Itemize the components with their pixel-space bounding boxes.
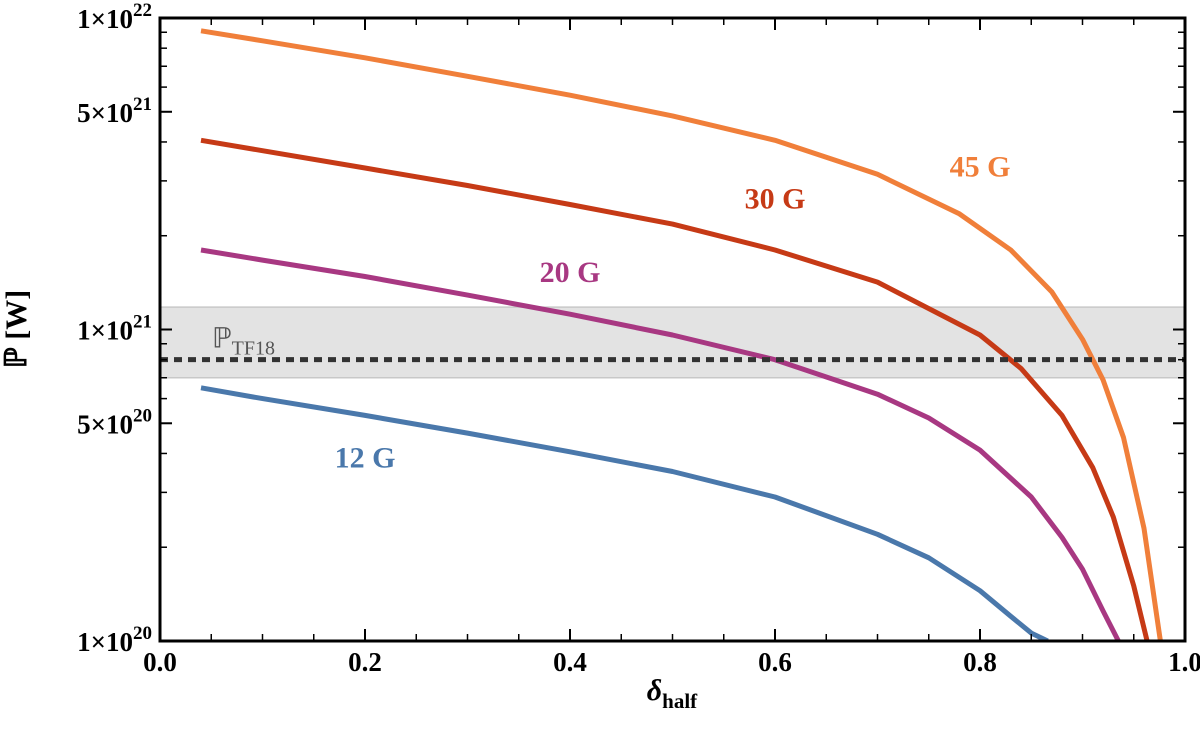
reference-band bbox=[159, 306, 1186, 379]
series-label-45g: 45 G bbox=[950, 150, 1011, 183]
x-tick-label: 1.0 bbox=[1168, 647, 1200, 677]
reference-label: ℙTF18 bbox=[212, 324, 275, 360]
series-line-45g bbox=[200, 28, 1163, 641]
y-tick-exponent: 20 bbox=[133, 405, 152, 426]
y-tick-label: 1×1022 bbox=[77, 0, 152, 34]
y-tick-label: 5×1020 bbox=[77, 405, 152, 439]
series-label-12g: 12 G bbox=[335, 442, 396, 475]
reference-line-layer: ℙTF18 bbox=[160, 324, 1185, 363]
y-axis-title: ℙ [W] bbox=[0, 290, 33, 369]
reference-band-layer bbox=[159, 306, 1186, 379]
y-tick-exponent: 22 bbox=[133, 0, 152, 21]
y-tick-exponent: 21 bbox=[133, 94, 152, 115]
y-tick-mantissa: 5×10 bbox=[77, 98, 133, 128]
series-label-30g: 30 G bbox=[745, 182, 806, 215]
y-tick-label: 1×1021 bbox=[77, 312, 152, 346]
y-tick-exponent: 20 bbox=[133, 623, 152, 644]
y-tick-label: 1×1020 bbox=[77, 623, 152, 657]
reference-label-main: ℙ bbox=[212, 324, 232, 355]
y-tick-mantissa: 5×10 bbox=[77, 409, 133, 439]
x-tick-label: 0.4 bbox=[553, 647, 587, 677]
x-axis-title-main: δ bbox=[647, 674, 662, 707]
x-axis-title-sub: half bbox=[662, 689, 698, 713]
ticks-layer: 0.0 0.2 0.4 0.6 0.8 1.01×10205×10201×10215×10… bbox=[77, 0, 1200, 677]
reference-label-sub: TF18 bbox=[232, 338, 275, 360]
x-tick-label: 0.6 bbox=[758, 647, 792, 677]
series-layer bbox=[200, 28, 1163, 641]
series-label-20g: 20 G bbox=[540, 256, 601, 289]
y-tick-mantissa: 1×10 bbox=[77, 4, 133, 34]
y-tick-mantissa: 1×10 bbox=[77, 627, 133, 657]
x-tick-label: 0.0 bbox=[143, 647, 177, 677]
series-line-30g bbox=[200, 137, 1150, 641]
x-tick-label: 0.2 bbox=[348, 647, 382, 677]
y-tick-exponent: 21 bbox=[133, 312, 152, 333]
series-line-12g bbox=[200, 385, 1049, 641]
y-tick-label: 5×1021 bbox=[77, 94, 152, 128]
y-tick-mantissa: 1×10 bbox=[77, 316, 133, 346]
x-axis-title: δhalf bbox=[647, 674, 698, 713]
series-labels-layer: 12 G 20 G 30 G 45 G bbox=[335, 150, 1011, 474]
x-tick-label: 0.8 bbox=[963, 647, 997, 677]
series-line-20g bbox=[200, 247, 1121, 641]
